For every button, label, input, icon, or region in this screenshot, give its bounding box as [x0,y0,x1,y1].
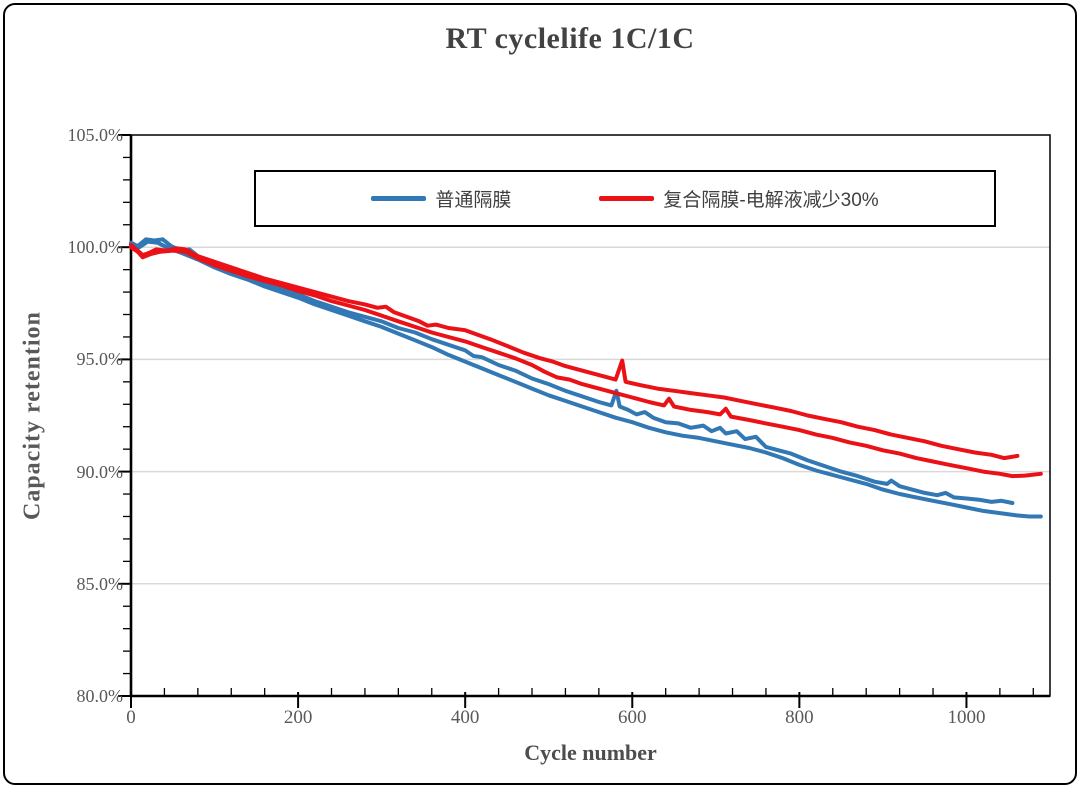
x-axis-title: Cycle number [524,740,657,765]
legend: 普通隔膜 复合隔膜-电解液减少30% [254,170,996,227]
y-tick-label: 85.0% [76,573,124,594]
legend-label-composite-separator: 复合隔膜-电解液减少30% [663,190,879,211]
legend-line-sample-red [599,196,655,201]
legend-label-normal-separator: 普通隔膜 [435,190,512,211]
x-tick-label: 600 [618,707,647,728]
legend-line-sample-blue [371,196,427,201]
series-curve-0-1 [129,239,1043,519]
x-tick-label: 0 [126,707,136,728]
series-curve-1-0 [129,243,1020,461]
y-tick-label: 95.0% [76,349,124,370]
x-tick-label: 200 [283,707,313,728]
y-axis-title: Capacity retention [19,311,46,520]
legend-entry-normal-separator: 普通隔膜 [371,185,511,212]
y-tick-label: 100.0% [67,237,124,258]
y-tick-label: 90.0% [76,461,124,482]
y-tick-label: 105.0% [67,125,124,145]
chart-title: RT cyclelife 1C/1C [445,22,695,55]
x-tick-label: 800 [785,707,814,728]
x-tick-label: 400 [450,707,480,728]
x-tick-label: 1000 [947,707,986,728]
y-tick-label: 80.0% [76,686,124,706]
legend-entry-composite-separator: 复合隔膜-电解液减少30% [599,185,879,212]
series-curve-1-1 [129,245,1043,479]
